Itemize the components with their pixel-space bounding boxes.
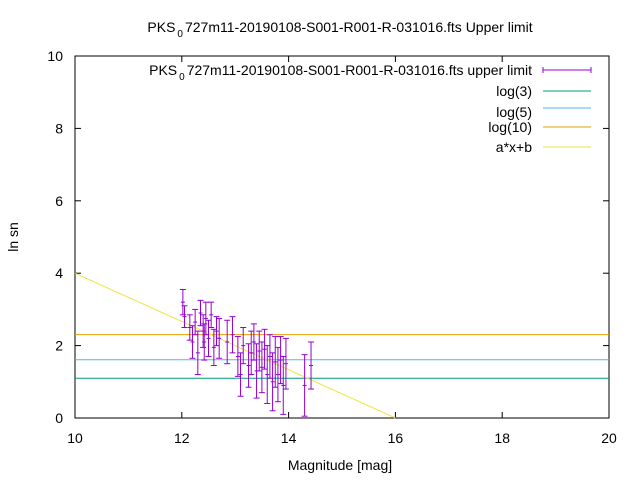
x-tick-label: 20 [601,430,617,446]
y-tick-label: 4 [55,265,63,281]
data-point [245,343,252,388]
fit-line-group [74,272,396,419]
chart-title: PKS 0 727m11-20190108-S001-R001-R-031016.f… [147,19,532,40]
axis-ticks: 10 12 14 16 18 20 0 2 4 6 8 10 [47,48,617,446]
y-tick-label: 8 [55,120,63,136]
data-point [210,328,217,367]
reference-lines [75,334,609,379]
data-point [301,354,308,417]
data-point [282,337,289,390]
chart-title-prefix: PKS [147,19,175,35]
legend-label-fit: a*x+b [496,139,532,155]
data-point [250,323,257,361]
data-point [213,316,220,347]
data-point [272,336,279,388]
y-tick-label: 0 [55,410,63,426]
data-point [189,325,196,359]
x-tick-label: 14 [281,430,297,446]
data-point [224,319,231,365]
data-point [248,330,255,376]
data-point [269,352,276,412]
legend-label-log3: log(3) [496,83,532,99]
legend-label-subscript: 0 [179,72,185,83]
data-point [237,352,244,397]
y-tick-label: 10 [47,48,63,64]
plot-frame [74,55,610,419]
data-point [229,316,236,354]
chart-title-suffix: 727m11-20190108-S001-R001-R-031016.fts U… [185,19,533,35]
legend-label-prefix: PKS [149,62,177,78]
data-point [264,345,271,405]
data-point [205,319,212,357]
data-point [234,336,241,377]
y-tick-label: 6 [55,193,63,209]
data-point [192,308,199,336]
data-point [194,330,201,376]
plot-border [74,55,610,419]
data-point [216,317,223,359]
data-point [200,314,207,348]
data-point [261,328,268,370]
data-point [202,301,209,336]
y-tick-label: 2 [55,338,63,354]
data-point [258,341,265,394]
legend-label-suffix: 727m11-20190108-S001-R001-R-031016.fts u… [187,62,532,78]
legend: PKS 0 727m11-20190108-S001-R001-R-031016.f… [149,62,592,155]
data-point [277,336,284,385]
y-axis-label: ln sn [5,222,21,252]
data-point [256,330,263,372]
x-axis-label: Magnitude [mag] [288,457,392,473]
data-point [308,341,315,390]
legend-label-log5: log(5) [496,104,532,120]
fit-line [74,272,396,419]
data-point [186,314,193,341]
legend-swatches [542,67,592,148]
x-tick-label: 16 [388,430,404,446]
data-point [274,346,281,403]
x-tick-label: 12 [174,430,190,446]
x-tick-label: 18 [494,430,510,446]
data-point [197,299,204,327]
legend-label-series-main: PKS 0 727m11-20190108-S001-R001-R-031016.f… [149,62,532,83]
data-point [280,355,287,415]
data-point [181,305,188,328]
legend-label-log10: log(10) [488,119,532,135]
x-tick-label: 10 [67,430,83,446]
chart-title-subscript: 0 [177,29,183,40]
data-point [266,334,273,379]
data-point [240,327,247,365]
error-bar-points [179,288,315,417]
data-point [208,301,215,328]
